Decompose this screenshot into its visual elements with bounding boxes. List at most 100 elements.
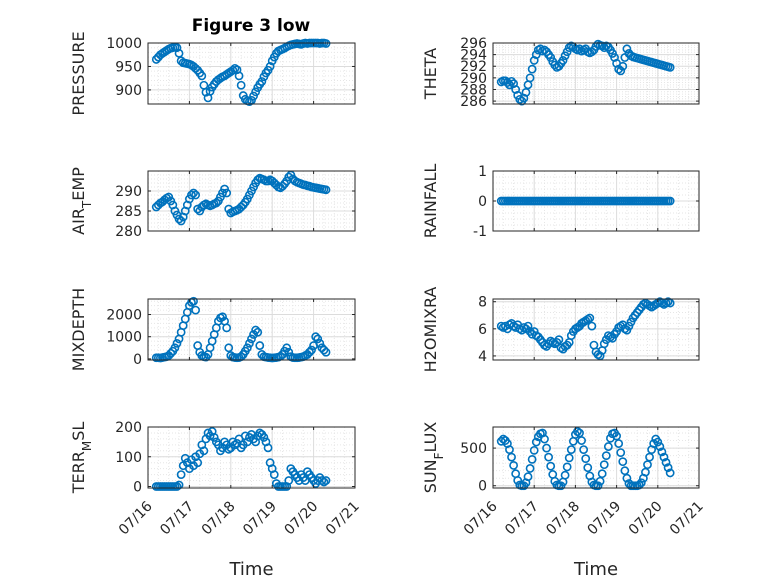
data-point — [665, 196, 675, 206]
data-point — [253, 327, 263, 337]
data-point — [251, 87, 261, 97]
y-tick-label: 285 — [115, 204, 142, 220]
data-point — [284, 476, 294, 485]
y-axis-label: PRESSURE — [69, 31, 88, 115]
data-point — [515, 94, 525, 104]
data-point — [587, 47, 597, 57]
y-tick-label: 1000 — [106, 330, 142, 346]
axes-box — [147, 298, 356, 361]
data-point — [282, 343, 292, 353]
data-point — [249, 91, 258, 101]
data-point — [191, 190, 201, 200]
data-point — [636, 478, 646, 488]
y-tick-label: 1 — [478, 164, 487, 180]
data-point — [317, 476, 327, 485]
y-tick-label: 2000 — [106, 308, 142, 324]
data-point — [315, 338, 325, 348]
x-axis-label: Time — [573, 559, 618, 580]
data-point — [564, 43, 574, 53]
y-tick-label: 500 — [460, 441, 487, 457]
y-tick-label: 8 — [478, 295, 487, 311]
data-point — [253, 175, 263, 185]
data-point — [562, 462, 572, 472]
data-point — [205, 431, 215, 441]
data-point — [505, 445, 514, 454]
y-tick-label: 290 — [115, 184, 142, 200]
data-point — [521, 87, 531, 97]
data-point — [657, 447, 667, 457]
axes-box — [147, 426, 356, 489]
data-point — [255, 341, 265, 350]
data-point — [542, 443, 551, 453]
data-point — [197, 71, 207, 81]
data-point — [242, 343, 252, 353]
data-point — [546, 461, 556, 471]
subplot-5: 0 1000 2000 MIXDEPTH — [69, 288, 356, 371]
data-point — [614, 439, 624, 448]
data-point — [634, 480, 644, 490]
data-point — [193, 204, 203, 214]
data-point — [531, 437, 541, 447]
y-axis-label: RAINFALL — [421, 164, 440, 239]
minor-grid — [148, 42, 355, 105]
data-point — [507, 76, 516, 86]
data-point — [174, 214, 184, 224]
data-point — [189, 296, 198, 306]
y-tick-label: 0 — [478, 479, 487, 495]
data-point — [603, 442, 613, 451]
data-point — [587, 321, 597, 331]
data-point — [199, 446, 209, 456]
data-point — [222, 188, 232, 198]
data-point — [321, 476, 331, 485]
data-point — [222, 323, 232, 333]
data-point — [523, 472, 533, 482]
data-point — [321, 347, 331, 357]
data-point — [643, 460, 652, 470]
data-point — [663, 463, 673, 473]
data-point — [313, 334, 323, 344]
data-point — [618, 457, 628, 467]
data-point — [544, 452, 554, 462]
data-point — [218, 312, 227, 322]
data-point — [558, 56, 568, 65]
data-point — [583, 463, 593, 473]
data-point — [170, 343, 180, 353]
subplot-1: 900 950 1000 PRESSURE — [69, 31, 356, 116]
figure-title: Figure 3 low — [192, 16, 311, 36]
data-point — [311, 332, 321, 342]
data-point — [174, 48, 184, 58]
subplot-3: 280 285 290 AIRTEMP — [69, 167, 356, 240]
y-axis-label: SUNFLUX — [421, 422, 446, 494]
data-point — [527, 454, 537, 464]
data-point — [593, 481, 603, 491]
data-point — [622, 473, 632, 483]
data-point — [525, 464, 535, 473]
data-point — [172, 338, 182, 348]
data-point — [620, 466, 630, 476]
axes-box — [492, 426, 700, 489]
data-point — [597, 469, 607, 479]
y-axis-label: AIRTEMP — [69, 167, 94, 235]
axes-box — [147, 42, 356, 105]
data-point — [661, 457, 671, 467]
data-point — [209, 433, 219, 442]
data-point — [305, 347, 314, 357]
data-point — [645, 452, 654, 462]
data-point — [189, 188, 198, 198]
data-point — [245, 338, 254, 348]
data-point — [319, 477, 329, 487]
axes-box — [492, 42, 700, 105]
series-markers — [496, 39, 675, 106]
y-tick-label: 0 — [478, 194, 487, 210]
y-tick-label: 294 — [460, 48, 487, 64]
data-point — [247, 334, 256, 344]
data-point — [616, 66, 626, 76]
data-point — [257, 77, 267, 86]
data-point — [665, 468, 675, 478]
series-markers — [151, 427, 331, 491]
data-point — [601, 451, 611, 461]
data-point — [597, 41, 607, 51]
